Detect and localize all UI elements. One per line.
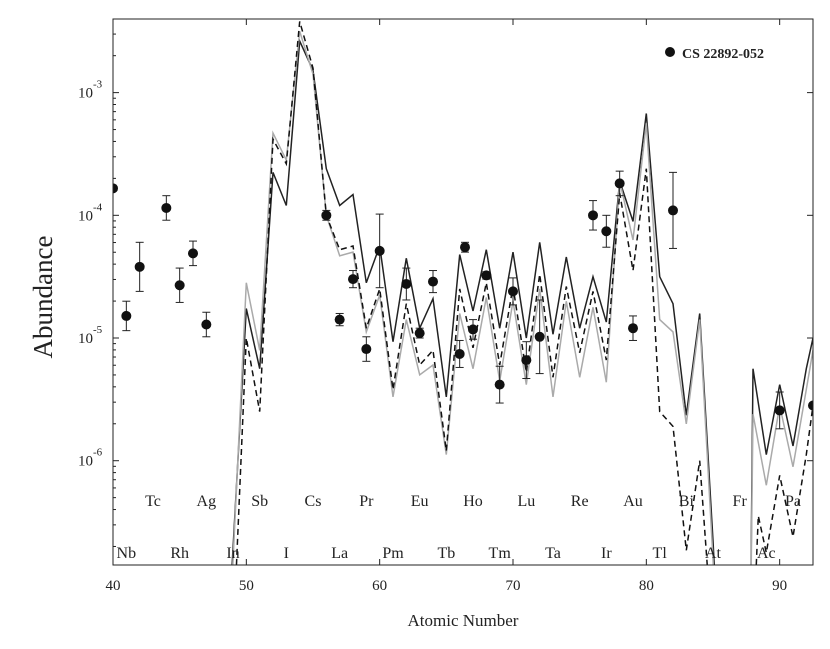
- legend: CS 22892-052: [665, 47, 764, 62]
- data-point: [348, 274, 358, 285]
- data-point: [361, 344, 372, 355]
- plot-frame: [112, 18, 814, 566]
- element-label: Nb: [117, 545, 137, 562]
- y-tick-exponent: -6: [93, 447, 103, 459]
- element-label: Tm: [489, 545, 512, 562]
- data-point: [588, 210, 598, 221]
- y-tick-exponent: -5: [93, 324, 103, 336]
- element-label: Ag: [197, 493, 217, 510]
- data-point: [628, 323, 638, 334]
- y-tick-label: 10: [78, 86, 93, 102]
- element-label: Eu: [411, 493, 429, 510]
- model-curve-3: [235, 21, 708, 565]
- element-label: Ta: [545, 545, 561, 562]
- element-label: Ir: [601, 545, 612, 562]
- x-tick-label: 40: [106, 578, 121, 594]
- element-label: Re: [571, 493, 589, 510]
- data-point: [454, 348, 465, 359]
- element-label: Tl: [653, 545, 668, 562]
- data-point: [614, 178, 625, 189]
- data-point: [374, 245, 385, 256]
- data-point: [134, 261, 145, 272]
- data-point: [468, 324, 478, 335]
- element-label: Ac: [757, 545, 776, 562]
- data-point: [508, 286, 518, 297]
- y-tick-label: 10: [78, 331, 93, 347]
- model-curves: [231, 21, 813, 565]
- y-tick-exponent: -4: [93, 201, 103, 213]
- element-label: Fr: [733, 493, 748, 510]
- data-point: [601, 226, 612, 237]
- data-point: [201, 319, 212, 330]
- x-tick-label: 70: [506, 578, 521, 594]
- element-label: Pa: [785, 493, 801, 510]
- element-label: Tb: [437, 545, 455, 562]
- y-tick-label: 10: [78, 208, 93, 224]
- data-point: [534, 331, 545, 342]
- x-tick-label: 50: [239, 578, 254, 594]
- element-label: Sb: [251, 493, 268, 510]
- element-label: Au: [623, 493, 643, 510]
- data-point: [121, 310, 132, 321]
- data-point: [321, 210, 332, 221]
- legend-label: CS 22892-052: [682, 47, 764, 62]
- data-point: [460, 242, 470, 253]
- x-tick-label: 80: [639, 578, 654, 594]
- model-curve-1-tail: [750, 337, 813, 565]
- element-label: Cs: [305, 493, 322, 510]
- element-labels: Nb Tc Rh Ag In Sb I Cs La Pr Pm Eu Tb Ho Tm Lu Ta Re Ir Au T…: [117, 493, 801, 562]
- element-label: Pr: [359, 493, 374, 510]
- element-label: Bi: [679, 493, 695, 510]
- legend-marker: [665, 47, 675, 57]
- element-label: At: [705, 545, 722, 562]
- data-point: [668, 205, 678, 216]
- element-label: Pm: [382, 545, 404, 562]
- element-label: Tc: [145, 493, 161, 510]
- element-label: La: [331, 545, 348, 562]
- x-axis-label: Atomic Number: [408, 611, 519, 630]
- model-curve-3-tail: [755, 405, 813, 565]
- y-tick-exponent: -3: [93, 79, 103, 91]
- y-axis-label: Abundance: [28, 236, 58, 359]
- data-point: [414, 328, 425, 339]
- element-label: I: [284, 545, 289, 562]
- observed-points: [113, 170, 813, 430]
- data-point: [521, 355, 532, 366]
- x-tick-label: 90: [772, 578, 787, 594]
- data-point: [188, 248, 198, 259]
- data-point: [481, 270, 492, 281]
- data-point: [334, 314, 345, 325]
- data-point: [494, 379, 505, 390]
- element-label: Rh: [170, 545, 189, 562]
- data-point: [174, 280, 185, 291]
- element-label: In: [226, 545, 239, 562]
- data-point: [161, 202, 172, 213]
- data-point: [401, 279, 412, 290]
- y-tick-label: 10: [78, 454, 93, 470]
- data-point: [808, 400, 813, 411]
- data-point: [428, 276, 438, 287]
- element-label: Lu: [517, 493, 535, 510]
- x-tick-label: 60: [372, 578, 387, 594]
- data-point: [774, 405, 785, 416]
- element-label: Ho: [463, 493, 483, 510]
- data-point: [113, 183, 118, 194]
